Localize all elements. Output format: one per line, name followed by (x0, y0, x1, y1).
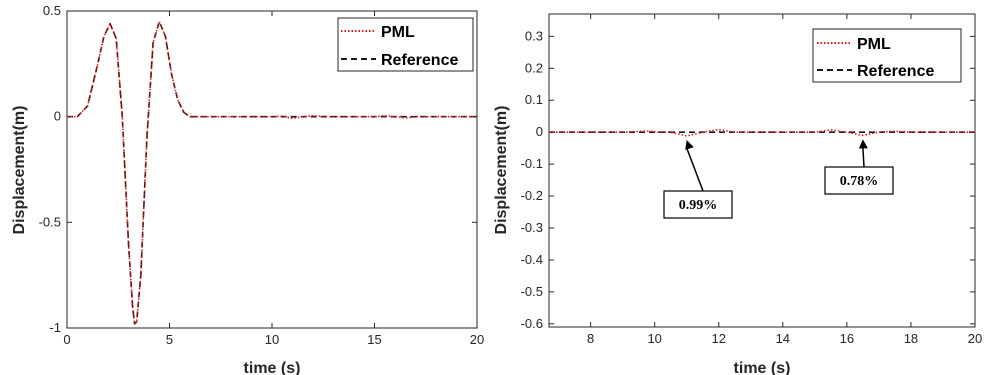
right-ticks: 8 10 12 14 16 18 20 0.3 0.2 0.1 0 -0.1 -0.2 -0.3 -0.4 -… (521, 14, 982, 346)
annotation-arrow-line (686, 147, 704, 192)
right-series-pml-line (549, 128, 975, 137)
left-ytick-label: -0.5 (39, 214, 61, 229)
annotation-label: 0.99% (679, 198, 718, 213)
right-ytick-label: 0.3 (525, 28, 543, 43)
left-chart: 0 5 10 15 20 -1 -0.5 0 0.5 PML Reference time (s… (11, 3, 484, 375)
left-ticks: 0 5 10 15 20 -1 -0.5 0 0.5 (39, 3, 485, 347)
right-xtick-label: 12 (712, 331, 726, 346)
left-xtick-label: 10 (265, 332, 279, 347)
left-xtick-label: 5 (166, 332, 173, 347)
right-ytick-label: 0 (536, 124, 543, 139)
annotation-box (663, 190, 733, 219)
right-xtick-label: 18 (904, 331, 918, 346)
left-ytick-label: 0.5 (43, 3, 61, 18)
left-series (67, 20, 477, 325)
left-xlabel: time (s) (244, 360, 301, 375)
left-legend: PML Reference (337, 17, 474, 72)
right-legend: PML Reference (812, 28, 962, 83)
right-xtick-label: 14 (776, 331, 790, 346)
left-ylabel: Displacement(m) (11, 106, 28, 235)
right-xtick-label: 20 (968, 331, 982, 346)
right-xtick-label: 8 (587, 331, 594, 346)
right-xlabel: time (s) (734, 360, 791, 375)
right-xtick-label: 16 (840, 331, 854, 346)
right-chart: 8 10 12 14 16 18 20 0.3 0.2 0.1 0 -0.1 -0.2 -0.3 -0.4 -… (493, 13, 982, 375)
annotation-label: 0.78% (840, 174, 879, 189)
right-ytick-label: 0.1 (525, 92, 543, 107)
right-annotations: 0.99% 0.78% (663, 139, 894, 219)
annotation-box (824, 166, 894, 195)
right-series (549, 128, 975, 137)
right-ytick-label: 0.2 (525, 60, 543, 75)
left-legend-box (337, 17, 474, 72)
right-ytick-label: -0.5 (521, 284, 543, 299)
left-legend-reference-label: Reference (381, 52, 458, 69)
left-series-pml-line (67, 20, 477, 325)
right-ytick-label: -0.2 (521, 188, 543, 203)
right-legend-box (812, 28, 962, 83)
right-legend-pml-label: PML (857, 36, 891, 53)
right-xtick-label: 10 (647, 331, 661, 346)
right-legend-reference-label: Reference (857, 63, 934, 80)
left-ytick-label: 0 (54, 109, 61, 124)
annotation-arrow-head (858, 139, 868, 149)
annotation-arrow-head (685, 140, 694, 150)
right-ytick-label: -0.6 (521, 316, 543, 331)
right-ylabel: Displacement(m) (493, 106, 510, 235)
left-ytick-label: -1 (49, 320, 61, 335)
left-xtick-label: 15 (367, 332, 381, 347)
right-ytick-label: -0.3 (521, 220, 543, 235)
left-xtick-label: 20 (470, 332, 484, 347)
right-ytick-label: -0.1 (521, 156, 543, 171)
annotation-arrow-line (862, 147, 865, 168)
right-ytick-label: -0.4 (521, 252, 543, 267)
left-legend-pml-label: PML (381, 24, 415, 41)
left-xtick-label: 0 (63, 332, 70, 347)
